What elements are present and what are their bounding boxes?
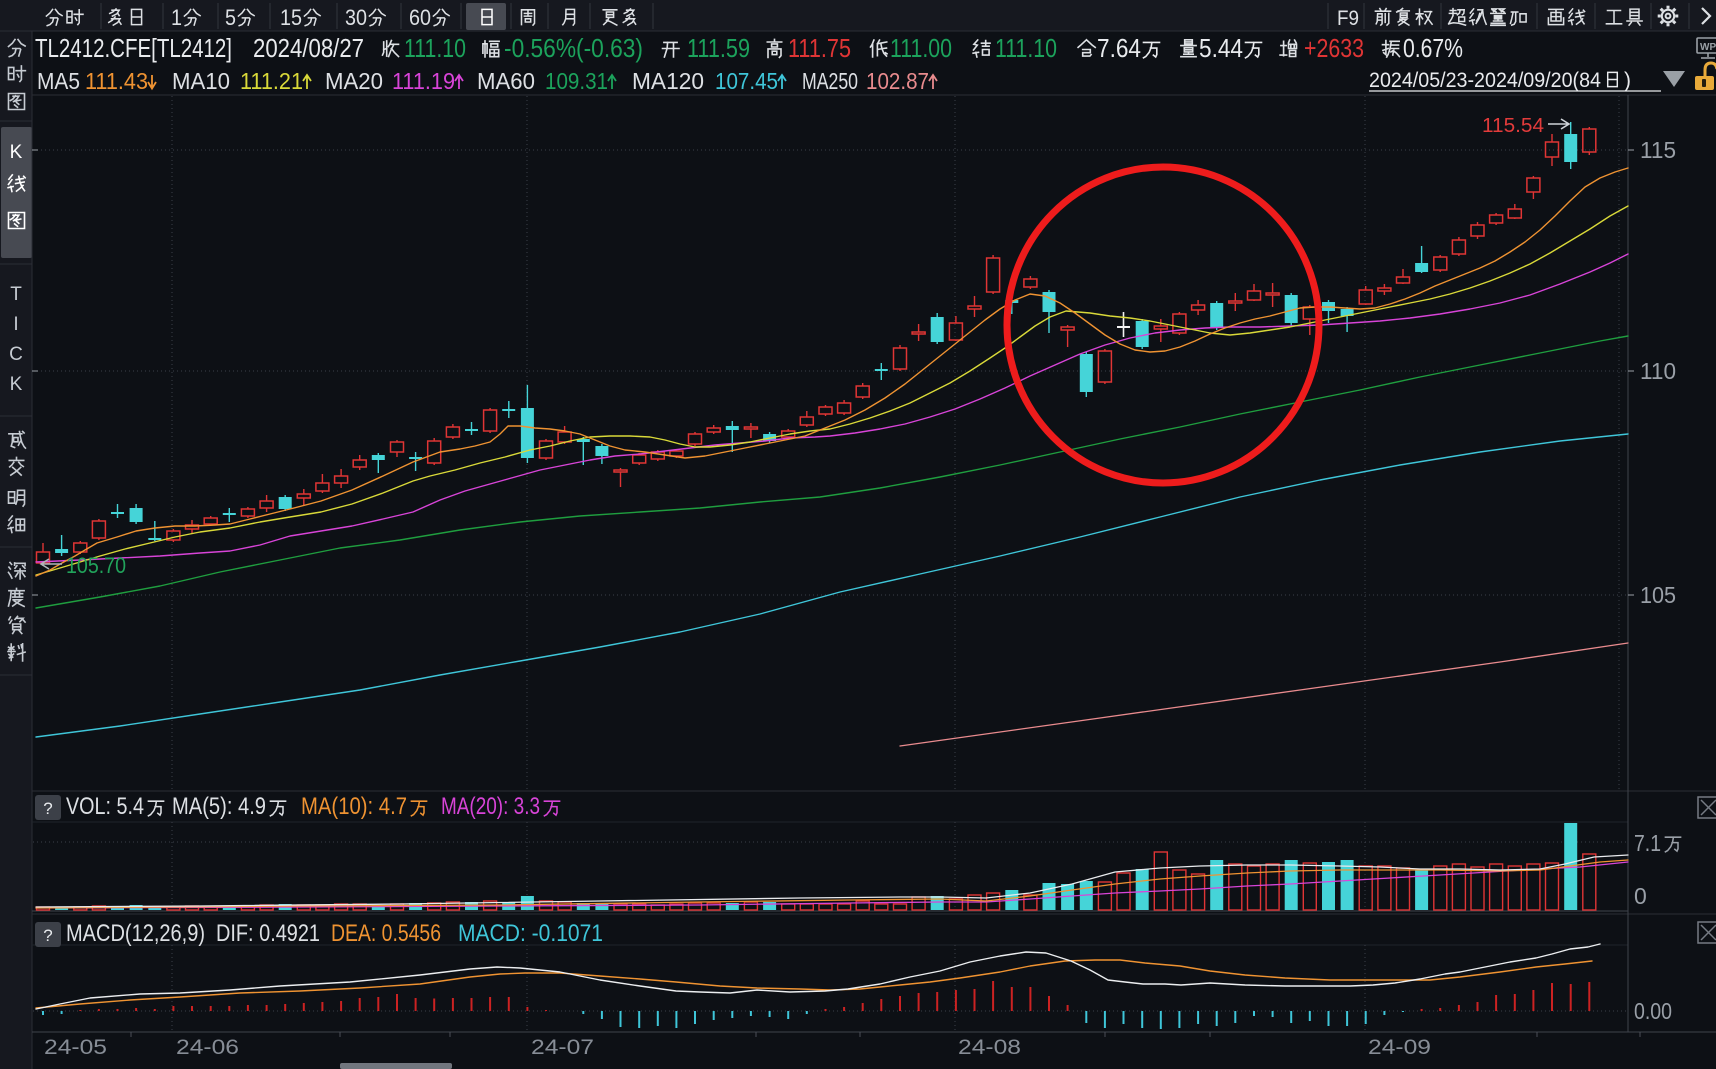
svg-text:111.10: 111.10 — [995, 33, 1057, 63]
svg-text:MA20: MA20 — [325, 68, 383, 94]
svg-text:111.19: 111.19 — [392, 68, 455, 94]
svg-text:T: T — [10, 284, 22, 305]
svg-text:15: 15 — [280, 5, 302, 30]
svg-text:0.00: 0.00 — [1634, 998, 1672, 1024]
svg-text:7.64: 7.64 — [1097, 33, 1141, 63]
svg-text:107.45: 107.45 — [715, 68, 778, 94]
svg-text:30: 30 — [345, 5, 367, 30]
svg-text:F9: F9 — [1337, 7, 1359, 30]
svg-text:TL2412.CFE[TL2412]: TL2412.CFE[TL2412] — [35, 33, 232, 63]
svg-text:VOL: 5.4: VOL: 5.4 — [66, 793, 144, 820]
svg-text:?: ? — [43, 926, 52, 945]
svg-text:109.31: 109.31 — [545, 68, 608, 94]
svg-text:MA(5): 4.9: MA(5): 4.9 — [172, 793, 266, 820]
svg-text:): ) — [1624, 69, 1631, 92]
svg-text:MA10: MA10 — [172, 68, 230, 94]
svg-text:60: 60 — [409, 5, 431, 30]
svg-text:MACD(12,26,9): MACD(12,26,9) — [66, 920, 205, 947]
svg-text:K: K — [10, 142, 23, 163]
svg-text:MA(20): 3.3: MA(20): 3.3 — [441, 793, 540, 820]
svg-text:MA60: MA60 — [477, 68, 535, 94]
svg-text:DIF: 0.4921: DIF: 0.4921 — [216, 920, 320, 947]
svg-text:K: K — [10, 374, 23, 395]
svg-text:-0.56%(-0.63): -0.56%(-0.63) — [504, 33, 643, 63]
svg-text:24-08: 24-08 — [958, 1036, 1021, 1059]
svg-text:0: 0 — [1634, 883, 1647, 909]
svg-text:110: 110 — [1640, 358, 1676, 384]
svg-text:115: 115 — [1640, 137, 1676, 163]
svg-text:24-05: 24-05 — [44, 1036, 107, 1059]
svg-text:115.54: 115.54 — [1482, 115, 1544, 137]
svg-text:WP: WP — [1700, 42, 1716, 53]
svg-text:I: I — [13, 314, 18, 335]
svg-text:0.67%: 0.67% — [1403, 33, 1463, 63]
svg-text:105: 105 — [1640, 582, 1676, 608]
svg-text:5: 5 — [225, 5, 236, 30]
svg-text:MA(10): 4.7: MA(10): 4.7 — [301, 793, 407, 820]
svg-text:MA120: MA120 — [632, 68, 704, 94]
svg-text:7.1: 7.1 — [1634, 830, 1661, 856]
svg-text:1: 1 — [171, 5, 182, 30]
svg-text:?: ? — [43, 799, 52, 818]
svg-text:24-06: 24-06 — [176, 1036, 239, 1059]
svg-text:MA250: MA250 — [802, 68, 858, 94]
svg-text:24-07: 24-07 — [531, 1036, 594, 1059]
svg-text:102.87: 102.87 — [866, 68, 929, 94]
svg-text:+2633: +2633 — [1304, 33, 1364, 63]
svg-text:MA5: MA5 — [37, 68, 80, 94]
svg-text:C: C — [9, 344, 23, 365]
svg-text:111.10: 111.10 — [404, 33, 466, 63]
svg-text:5.44: 5.44 — [1199, 33, 1243, 63]
svg-text:DEA: 0.5456: DEA: 0.5456 — [331, 920, 441, 947]
svg-text:2024/08/27: 2024/08/27 — [253, 33, 364, 63]
svg-text:111.43: 111.43 — [85, 68, 148, 94]
svg-text:MACD: -0.1071: MACD: -0.1071 — [458, 920, 603, 947]
svg-text:111.59: 111.59 — [687, 33, 750, 63]
svg-text:111.00: 111.00 — [890, 33, 952, 63]
svg-text:24-09: 24-09 — [1368, 1036, 1431, 1059]
svg-text:105.70: 105.70 — [66, 553, 126, 578]
svg-text:111.21: 111.21 — [240, 68, 303, 94]
svg-text:111.75: 111.75 — [788, 33, 851, 63]
svg-text:2024/05/23-2024/09/20(84: 2024/05/23-2024/09/20(84 — [1369, 69, 1601, 92]
